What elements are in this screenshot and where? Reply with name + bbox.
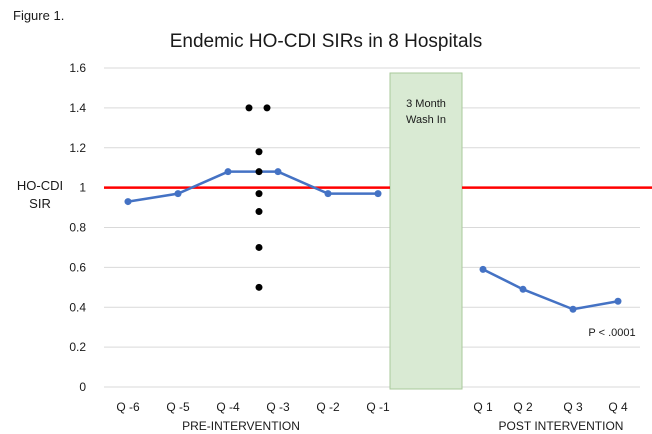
x-tick-label: Q -5: [166, 400, 190, 414]
hospital-point: [255, 148, 263, 156]
x-tick-label: Q 2: [513, 400, 533, 414]
y-tick-label: 0.4: [69, 300, 86, 314]
y-tick-label: 1: [79, 181, 86, 195]
post-intervention-label: POST INTERVENTION: [499, 419, 624, 433]
p-value-annotation: P < .0001: [588, 327, 635, 339]
y-tick-label: 1.2: [69, 141, 86, 155]
hospital-point: [255, 283, 263, 291]
y-tick-label: 0.6: [69, 260, 86, 274]
chart-title: Endemic HO-CDI SIRs in 8 Hospitals: [170, 31, 483, 52]
hospital-point: [245, 104, 253, 112]
hospital-point: [255, 208, 263, 216]
pre-intervention-line: [127, 170, 378, 203]
y-tick-label: 1.6: [69, 61, 86, 75]
post-intervention-line: [482, 268, 619, 311]
x-tick-label: Q 1: [473, 400, 493, 414]
hospital-point: [255, 243, 263, 251]
x-tick-label: Q -2: [316, 400, 340, 414]
y-axis-label: SIR: [29, 196, 51, 211]
data-point: [124, 198, 132, 206]
x-tick-label: Q -1: [366, 400, 390, 414]
hospital-point: [263, 104, 271, 112]
y-tick-label: 0.8: [69, 221, 86, 235]
washin-label: Wash In: [406, 114, 446, 126]
data-point: [479, 265, 487, 273]
y-tick-label: 1.4: [69, 101, 86, 115]
hospital-point: [255, 190, 263, 198]
data-point: [224, 168, 232, 176]
washin-label: 3 Month: [406, 98, 446, 110]
x-tick-label: Q 3: [563, 400, 583, 414]
y-tick-label: 0.2: [69, 340, 86, 354]
figure-label: Figure 1.: [13, 8, 65, 23]
data-point: [174, 190, 182, 198]
y-axis-label: HO-CDI: [17, 178, 63, 193]
data-point: [614, 297, 622, 305]
data-point: [519, 285, 527, 293]
data-point: [324, 190, 332, 198]
x-tick-label: Q -4: [216, 400, 240, 414]
x-tick-label: Q 4: [608, 400, 628, 414]
y-tick-label: 0: [79, 380, 86, 394]
data-point: [274, 168, 282, 176]
hospital-point: [255, 168, 263, 176]
x-tick-label: Q -6: [116, 400, 140, 414]
pre-intervention-label: PRE-INTERVENTION: [182, 419, 300, 433]
washin-band: [389, 72, 463, 390]
x-tick-label: Q -3: [266, 400, 290, 414]
data-point: [569, 305, 577, 313]
data-point: [374, 190, 382, 198]
